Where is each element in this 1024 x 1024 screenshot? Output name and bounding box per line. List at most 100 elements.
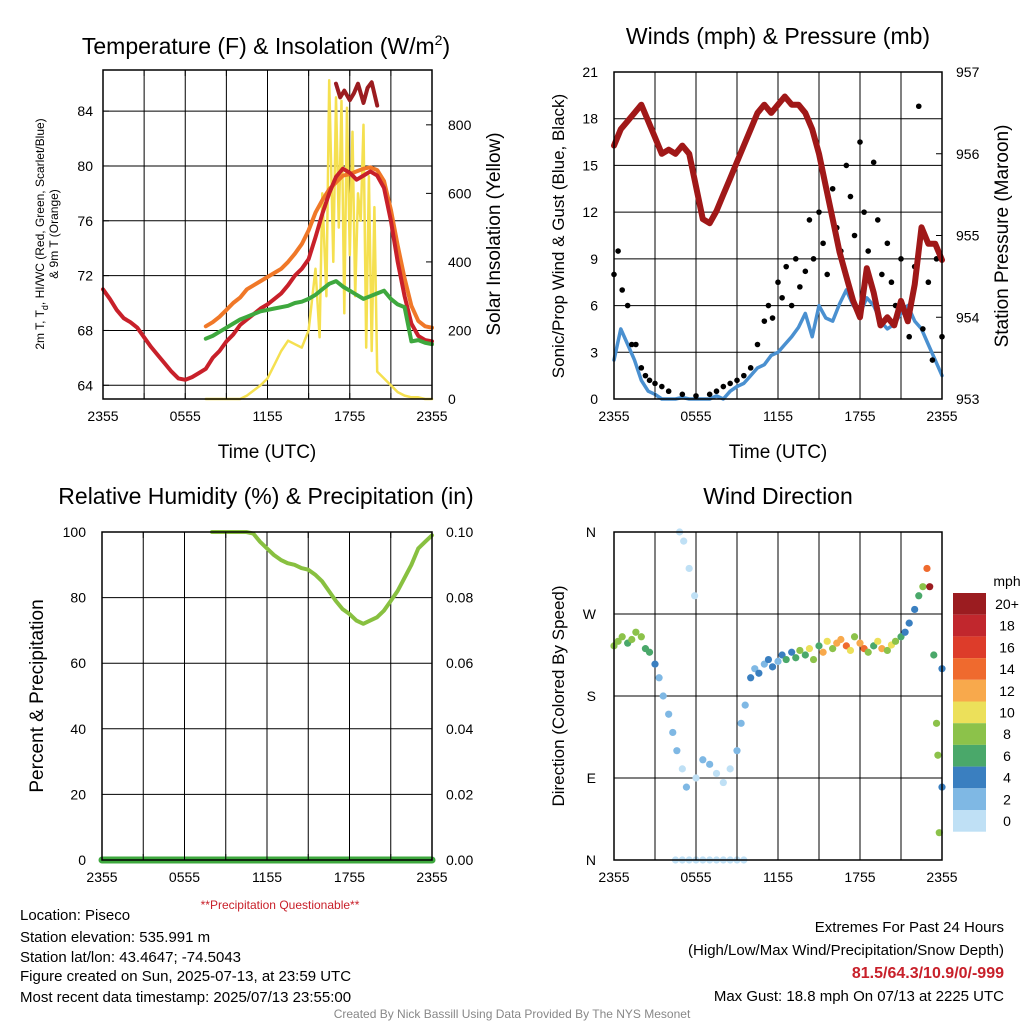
gust-point (633, 341, 639, 348)
direction-point (823, 637, 831, 645)
legend-title: mph (993, 573, 1020, 589)
gust-point (720, 383, 727, 390)
temp-y-tick-label: 84 (77, 103, 93, 119)
temperature-ticks: 2355 0555 1155 1755 2355 64 68 72 76 80 84 0 200 400 6… (77, 70, 472, 424)
dir-x-tick-label: 0555 (680, 869, 711, 885)
legend-label: 6 (1003, 748, 1011, 764)
gust-point (761, 318, 768, 324)
gust-point (652, 380, 658, 387)
heat-index-line (334, 80, 380, 108)
gust-point (779, 294, 785, 301)
dewpoint-line (203, 279, 434, 347)
dir-y-tick-label: W (583, 606, 597, 622)
direction-point (632, 628, 640, 636)
extremes-title: Extremes For Past 24 Hours (814, 919, 1004, 936)
direction-point (829, 645, 837, 653)
temperature-series (101, 79, 434, 401)
gust-point (741, 372, 747, 379)
direction-point (815, 642, 823, 650)
direction-point (905, 619, 913, 627)
direction-point (801, 651, 809, 659)
wind-x-axis-label: Time (UTC) (729, 442, 828, 463)
gust-point (857, 139, 863, 145)
humidity-grid (102, 531, 432, 861)
gust-point (638, 365, 645, 371)
legend-label: 8 (1003, 726, 1011, 742)
gust-point (865, 248, 871, 254)
direction-point (645, 648, 654, 656)
relative-humidity-line (210, 530, 434, 626)
temp-y-tick-label: 64 (77, 377, 93, 393)
wind-y-tick-label: 18 (582, 111, 598, 127)
gust-point (642, 372, 649, 379)
dir-y-tick-label: S (587, 688, 596, 704)
info-latlon: Station lat/lon: 43.4647; -74.5043 (20, 949, 242, 966)
precip-y-tick-label: 0.08 (446, 590, 473, 606)
dir-x-tick-label: 2355 (926, 869, 957, 885)
precip-y-tick-label: 0.00 (446, 852, 473, 868)
wind-x-tick-label: 2355 (598, 408, 629, 424)
legend-swatch (953, 679, 986, 702)
direction-point (673, 747, 681, 755)
wind-x-tick-label: 1155 (763, 408, 793, 424)
precip-y-tick-label: 0.04 (446, 721, 473, 737)
gust-point (851, 232, 858, 239)
temperature-2m-line (101, 166, 434, 382)
gust-point (861, 209, 867, 215)
legend-swatch (953, 723, 986, 745)
direction-point (883, 646, 891, 655)
speed-legend: 20+ 18 16 14 12 10 8 6 4 2 0 (953, 593, 1019, 832)
gust-point (659, 383, 665, 390)
gust-point (829, 185, 836, 192)
direction-point (788, 648, 796, 656)
rh-x-tick-label: 1755 (334, 869, 365, 885)
direction-point (934, 751, 942, 759)
gust-point (915, 103, 922, 110)
gust-point (810, 256, 817, 262)
direction-point (741, 701, 749, 709)
temp-x-tick-label: 2355 (416, 408, 447, 424)
temp-x-tick-label: 1155 (252, 408, 282, 424)
direction-point (782, 655, 790, 664)
gust-point (706, 391, 713, 398)
gust-point (925, 279, 932, 286)
gust-point (820, 240, 826, 247)
direction-point (878, 645, 886, 653)
gust-point (619, 287, 625, 293)
rh-x-tick-label: 0555 (169, 869, 200, 885)
gust-point (788, 302, 795, 309)
direction-point (659, 692, 667, 700)
legend-label: 18 (999, 618, 1015, 634)
direction-point (932, 719, 941, 727)
gust-point (802, 268, 809, 275)
direction-point (930, 651, 938, 659)
legend-swatch (953, 788, 986, 810)
solar-y-tick-label: 600 (448, 185, 472, 201)
direction-point (712, 769, 721, 778)
direction-y-axis-label: Direction (Colored By Speed) (549, 585, 568, 806)
direction-point (805, 645, 814, 653)
direction-point (774, 657, 782, 665)
wind-x-tick-label: 0555 (680, 408, 711, 424)
legend-label: 16 (999, 639, 1015, 655)
wind-y-tick-label: 9 (590, 251, 598, 267)
humidity-chart-title: Relative Humidity (%) & Precipitation (i… (58, 483, 473, 509)
gust-point (806, 217, 813, 223)
dir-y-tick-label: N (586, 524, 596, 540)
gust-point (624, 302, 631, 309)
gust-point (843, 162, 850, 169)
direction-chart: Wind Direction 2355 0555 1155 1755 2355NESWN… (549, 483, 1021, 885)
humidity-y-axis-label: Percent & Precipitation (27, 599, 48, 792)
precip-y-tick-label: 0.06 (446, 655, 473, 671)
wind-x-tick-label: 2355 (926, 408, 957, 424)
direction-point (935, 829, 943, 837)
wind-y-axis-label: Sonic/Prop Wind & Gust (Blue, Black) (549, 94, 568, 378)
direction-point (891, 637, 900, 645)
pressure-y-tick-label: 957 (956, 64, 980, 80)
solar-y-tick-label: 400 (448, 254, 472, 270)
direction-point (669, 728, 677, 737)
gust-point (816, 209, 822, 215)
direction-point (655, 674, 663, 682)
direction-point (651, 660, 659, 668)
direction-chart-title: Wind Direction (703, 483, 853, 509)
